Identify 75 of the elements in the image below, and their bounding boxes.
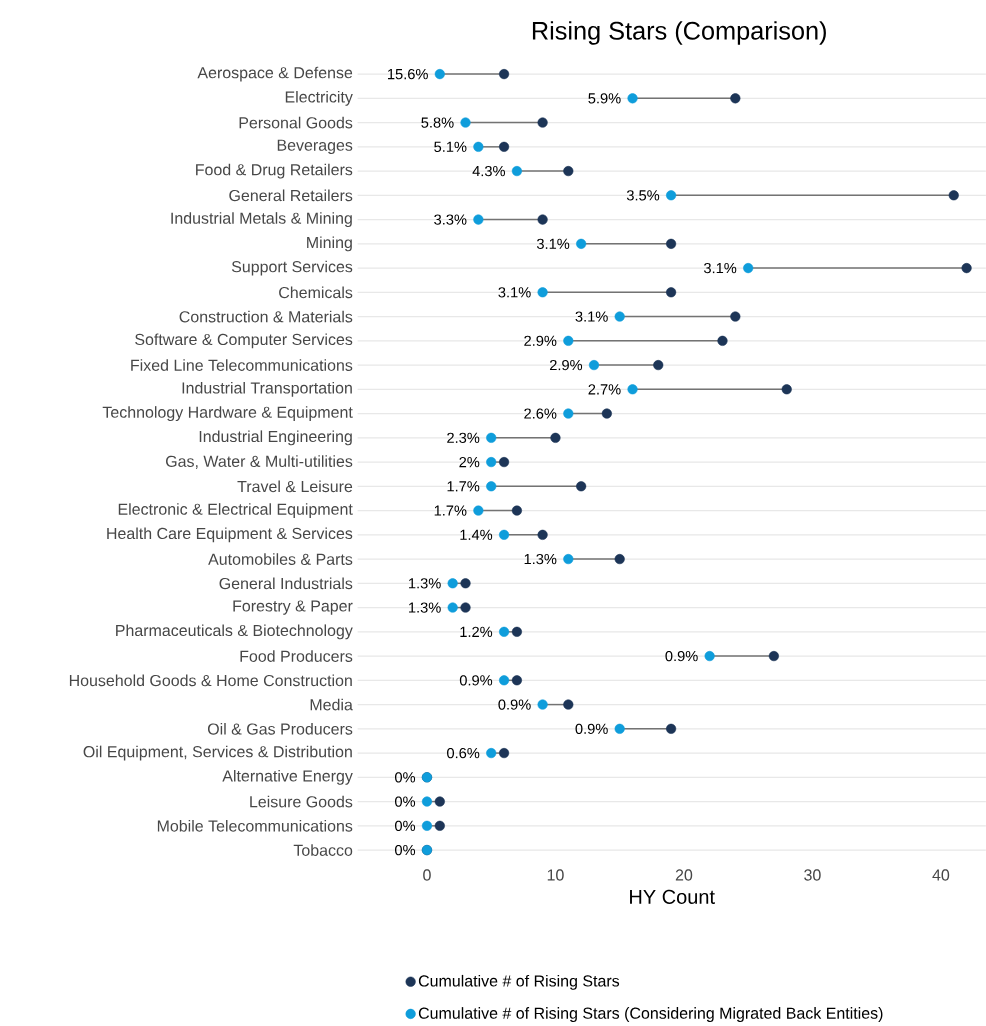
- y-tick-label: Electricity: [285, 90, 353, 106]
- y-tick-label: Health Care Equipment & Services: [107, 527, 353, 543]
- annotation: 3.1%: [498, 287, 531, 298]
- y-tick-label: Tobacco: [293, 844, 352, 856]
- legend-label: Cumulative # of Rising Stars (Considering Migrated Back Entities): [418, 1007, 883, 1023]
- annotation: 2.7%: [588, 384, 621, 395]
- annotation: 3.5%: [626, 190, 659, 201]
- y-tick-label: Fixed Line Telecommunications: [131, 359, 353, 371]
- y-tick-label: Industrial Metals & Mining: [171, 212, 352, 228]
- y-tick-label: Automobiles & Parts: [207, 553, 353, 565]
- y-tick-label: Industrial Transportation: [182, 381, 352, 397]
- annotation: 1.3%: [408, 578, 441, 589]
- y-tick-label: Pharmaceuticals & Biotechnology: [115, 624, 353, 640]
- annotation: 2.9%: [524, 335, 557, 347]
- annotation: 0%: [394, 820, 415, 832]
- y-tick-label: Oil & Gas Producers: [207, 722, 353, 735]
- y-tick-label: Travel & Leisure: [237, 480, 352, 493]
- y-tick-label: Technology Hardware & Equipment: [102, 406, 353, 422]
- y-tick-label: Beverages: [277, 139, 353, 154]
- annotation: 0%: [394, 844, 415, 856]
- y-tick-label: Electronic & Electrical Equipment: [118, 503, 353, 519]
- y-tick-label: Forestry & Paper: [233, 600, 353, 615]
- annotation: 0.9%: [665, 650, 698, 662]
- x-tick-label: 40: [932, 869, 949, 881]
- y-tick-label: Personal Goods: [239, 116, 353, 129]
- y-tick-label: Media: [310, 698, 353, 711]
- annotation: 3.1%: [536, 238, 570, 250]
- y-tick-label: General Retailers: [229, 189, 353, 202]
- y-tick-label: Software & Computer Services: [134, 333, 353, 349]
- y-tick-label: Oil Equipment, Services & Distribution: [83, 745, 352, 761]
- annotation: 2.6%: [524, 408, 557, 419]
- annotation: 0.9%: [575, 723, 608, 735]
- y-tick-label: Food & Drug Retailers: [195, 163, 353, 179]
- y-tick-label: Industrial Engineering: [199, 430, 352, 446]
- annotation: 3.3%: [433, 214, 467, 225]
- y-tick-label: Aerospace & Defense: [197, 66, 352, 82]
- annotation: 1.7%: [447, 481, 480, 492]
- y-tick-label: Alternative Energy: [222, 769, 353, 785]
- annotation: 2.9%: [549, 359, 582, 371]
- annotation: 15.6%: [387, 68, 428, 80]
- annotation: 0.9%: [498, 699, 531, 710]
- y-tick-label: General Industrials: [219, 577, 353, 590]
- chart-title: Rising Stars (Comparison): [532, 21, 826, 45]
- annotation: 0.9%: [459, 675, 492, 686]
- x-tick-label: 20: [675, 869, 692, 881]
- x-tick-label: 0: [422, 869, 431, 881]
- x-tick-label: 30: [803, 869, 821, 881]
- annotation: 3.1%: [575, 311, 608, 322]
- annotation: 3.1%: [703, 262, 737, 274]
- annotation: 5.1%: [433, 141, 467, 152]
- y-tick-label: Food Producers: [240, 650, 353, 662]
- annotation: 0.6%: [446, 747, 480, 759]
- annotation: 4.3%: [472, 165, 505, 177]
- annotation: 1.4%: [460, 529, 492, 540]
- annotation: 1.2%: [460, 626, 492, 637]
- y-tick-label: Household Goods & Home Construction: [69, 674, 352, 687]
- legend-label: Cumulative # of Rising Stars: [418, 974, 619, 990]
- annotation: 5.9%: [588, 93, 621, 104]
- annotation: 1.3%: [524, 553, 557, 565]
- annotation: 1.3%: [408, 602, 441, 613]
- annotation: 0%: [394, 796, 415, 807]
- y-tick-label: Leisure Goods: [250, 795, 353, 808]
- annotation: 2%: [459, 456, 480, 468]
- y-tick-label: Chemicals: [278, 286, 353, 299]
- x-axis-title: HY Count: [629, 889, 715, 904]
- y-tick-label: Mining: [306, 236, 352, 252]
- y-tick-label: Mobile Telecommunications: [157, 819, 353, 832]
- annotation: 0%: [394, 772, 415, 783]
- annotation: 1.7%: [434, 505, 467, 516]
- x-tick-label: 10: [547, 869, 564, 881]
- annotation: 2.3%: [446, 432, 480, 444]
- annotation: 5.8%: [421, 117, 454, 128]
- y-tick-label: Construction & Materials: [179, 310, 353, 323]
- y-tick-label: Support Services: [231, 260, 353, 276]
- y-tick-label: Gas, Water & Multi-utilities: [165, 455, 353, 469]
